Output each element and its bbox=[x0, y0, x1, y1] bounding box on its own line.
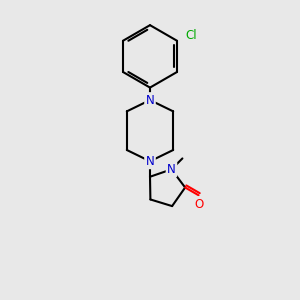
Text: O: O bbox=[194, 198, 203, 211]
Text: N: N bbox=[146, 94, 154, 106]
Text: N: N bbox=[167, 163, 176, 176]
Text: Cl: Cl bbox=[185, 29, 197, 42]
Text: N: N bbox=[146, 155, 154, 168]
